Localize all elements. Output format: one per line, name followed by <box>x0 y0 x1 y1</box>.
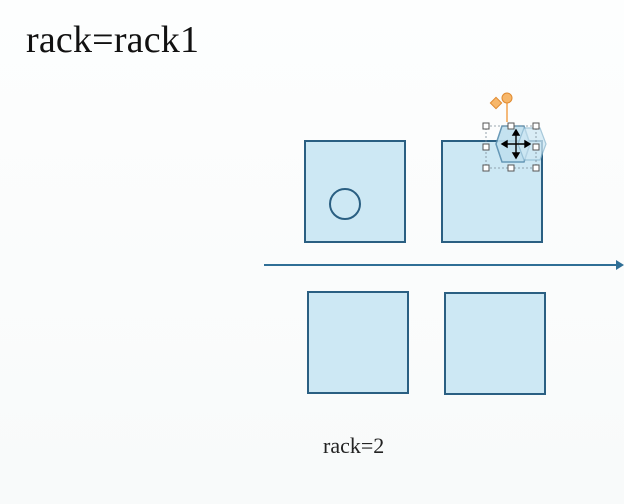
circle-shape[interactable] <box>329 188 361 220</box>
slide-title[interactable]: rack=rack1 <box>26 19 200 61</box>
rack-box-bottom-right[interactable] <box>444 292 546 395</box>
divider-arrow[interactable] <box>264 257 624 273</box>
resize-handles[interactable] <box>482 122 540 172</box>
rack-box-top-left[interactable] <box>304 140 406 243</box>
rack-caption[interactable]: rack=2 <box>323 433 385 458</box>
move-cursor-icon <box>500 128 532 160</box>
selected-shape-group[interactable] <box>478 88 554 178</box>
rack-box-bottom-left[interactable] <box>307 291 409 394</box>
rotate-handle-icon[interactable] <box>489 92 513 122</box>
